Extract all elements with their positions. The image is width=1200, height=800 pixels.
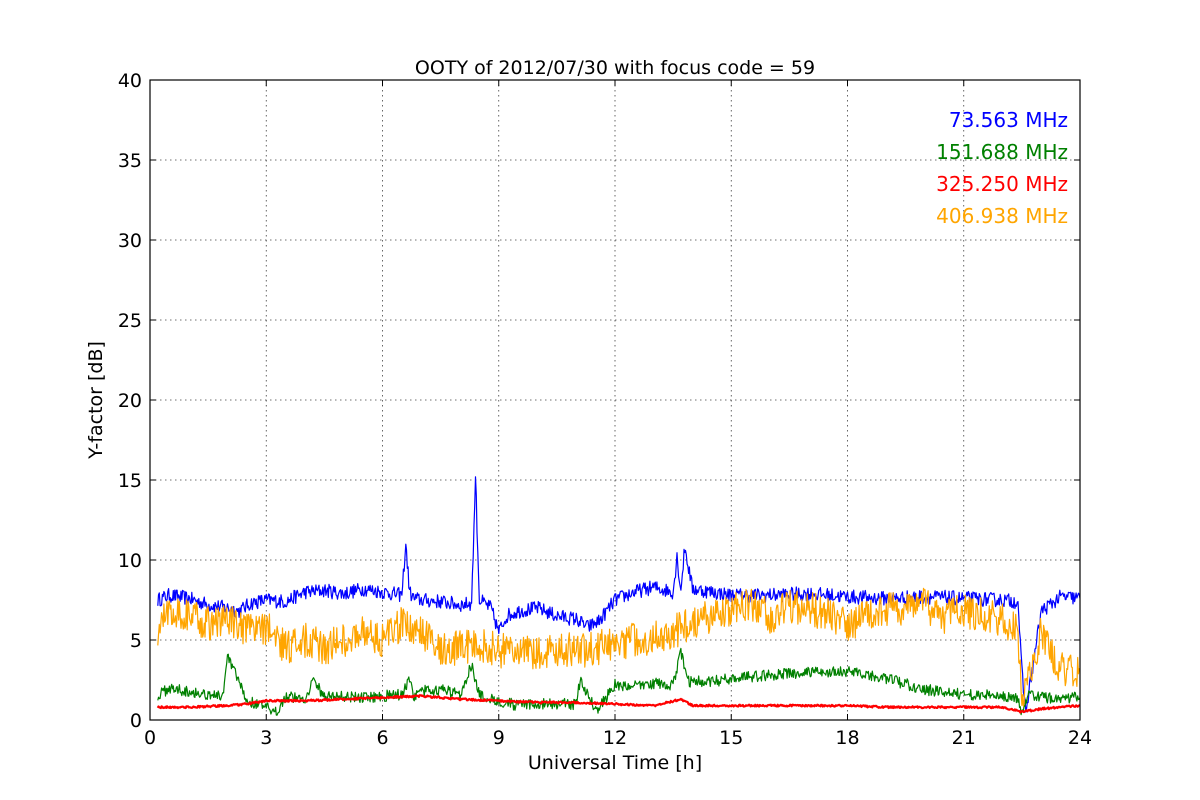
series-layer bbox=[156, 476, 1080, 716]
x-axis-label: Universal Time [h] bbox=[528, 752, 702, 774]
y-tick-label: 40 bbox=[118, 70, 142, 92]
legend-entry-3: 325.250 MHz bbox=[936, 172, 1068, 196]
x-tick-label: 24 bbox=[1068, 727, 1092, 749]
x-tick-label: 3 bbox=[260, 727, 272, 749]
legend-entry-4: 406.938 MHz bbox=[936, 204, 1068, 228]
series-line-1 bbox=[157, 476, 1080, 713]
legend-entry-2: 151.688 MHz bbox=[936, 140, 1068, 164]
grid bbox=[150, 80, 1080, 720]
x-tick-label: 9 bbox=[493, 727, 505, 749]
x-tick-label: 21 bbox=[952, 727, 976, 749]
y-tick-label: 20 bbox=[118, 390, 142, 412]
legend: 73.563 MHz 151.688 MHz 325.250 MHz 406.938 … bbox=[936, 108, 1068, 228]
x-tick-label: 6 bbox=[376, 727, 388, 749]
series-line-2 bbox=[157, 647, 1080, 716]
y-tick-label: 15 bbox=[118, 470, 142, 492]
x-tick-label: 12 bbox=[603, 727, 627, 749]
chart-title: OOTY of 2012/07/30 with focus code = 59 bbox=[415, 57, 815, 79]
y-axis-label: Y-factor [dB] bbox=[85, 341, 107, 460]
series-line-4 bbox=[157, 587, 1080, 707]
y-tick-label: 30 bbox=[118, 230, 142, 252]
x-tick-label: 0 bbox=[144, 727, 156, 749]
y-tick-label: 0 bbox=[130, 710, 142, 732]
y-tick-label: 25 bbox=[118, 310, 142, 332]
x-tick-label: 18 bbox=[835, 727, 859, 749]
legend-entry-1: 73.563 MHz bbox=[949, 108, 1068, 132]
y-tick-label: 35 bbox=[118, 150, 142, 172]
series-line-3 bbox=[156, 694, 1080, 714]
ticks: 0 3 6 9 12 15 18 21 24 0 5 10 15 20 25 30 35 40 bbox=[118, 70, 1092, 749]
y-tick-label: 10 bbox=[118, 550, 142, 572]
x-tick-label: 15 bbox=[719, 727, 743, 749]
y-tick-label: 5 bbox=[130, 630, 142, 652]
